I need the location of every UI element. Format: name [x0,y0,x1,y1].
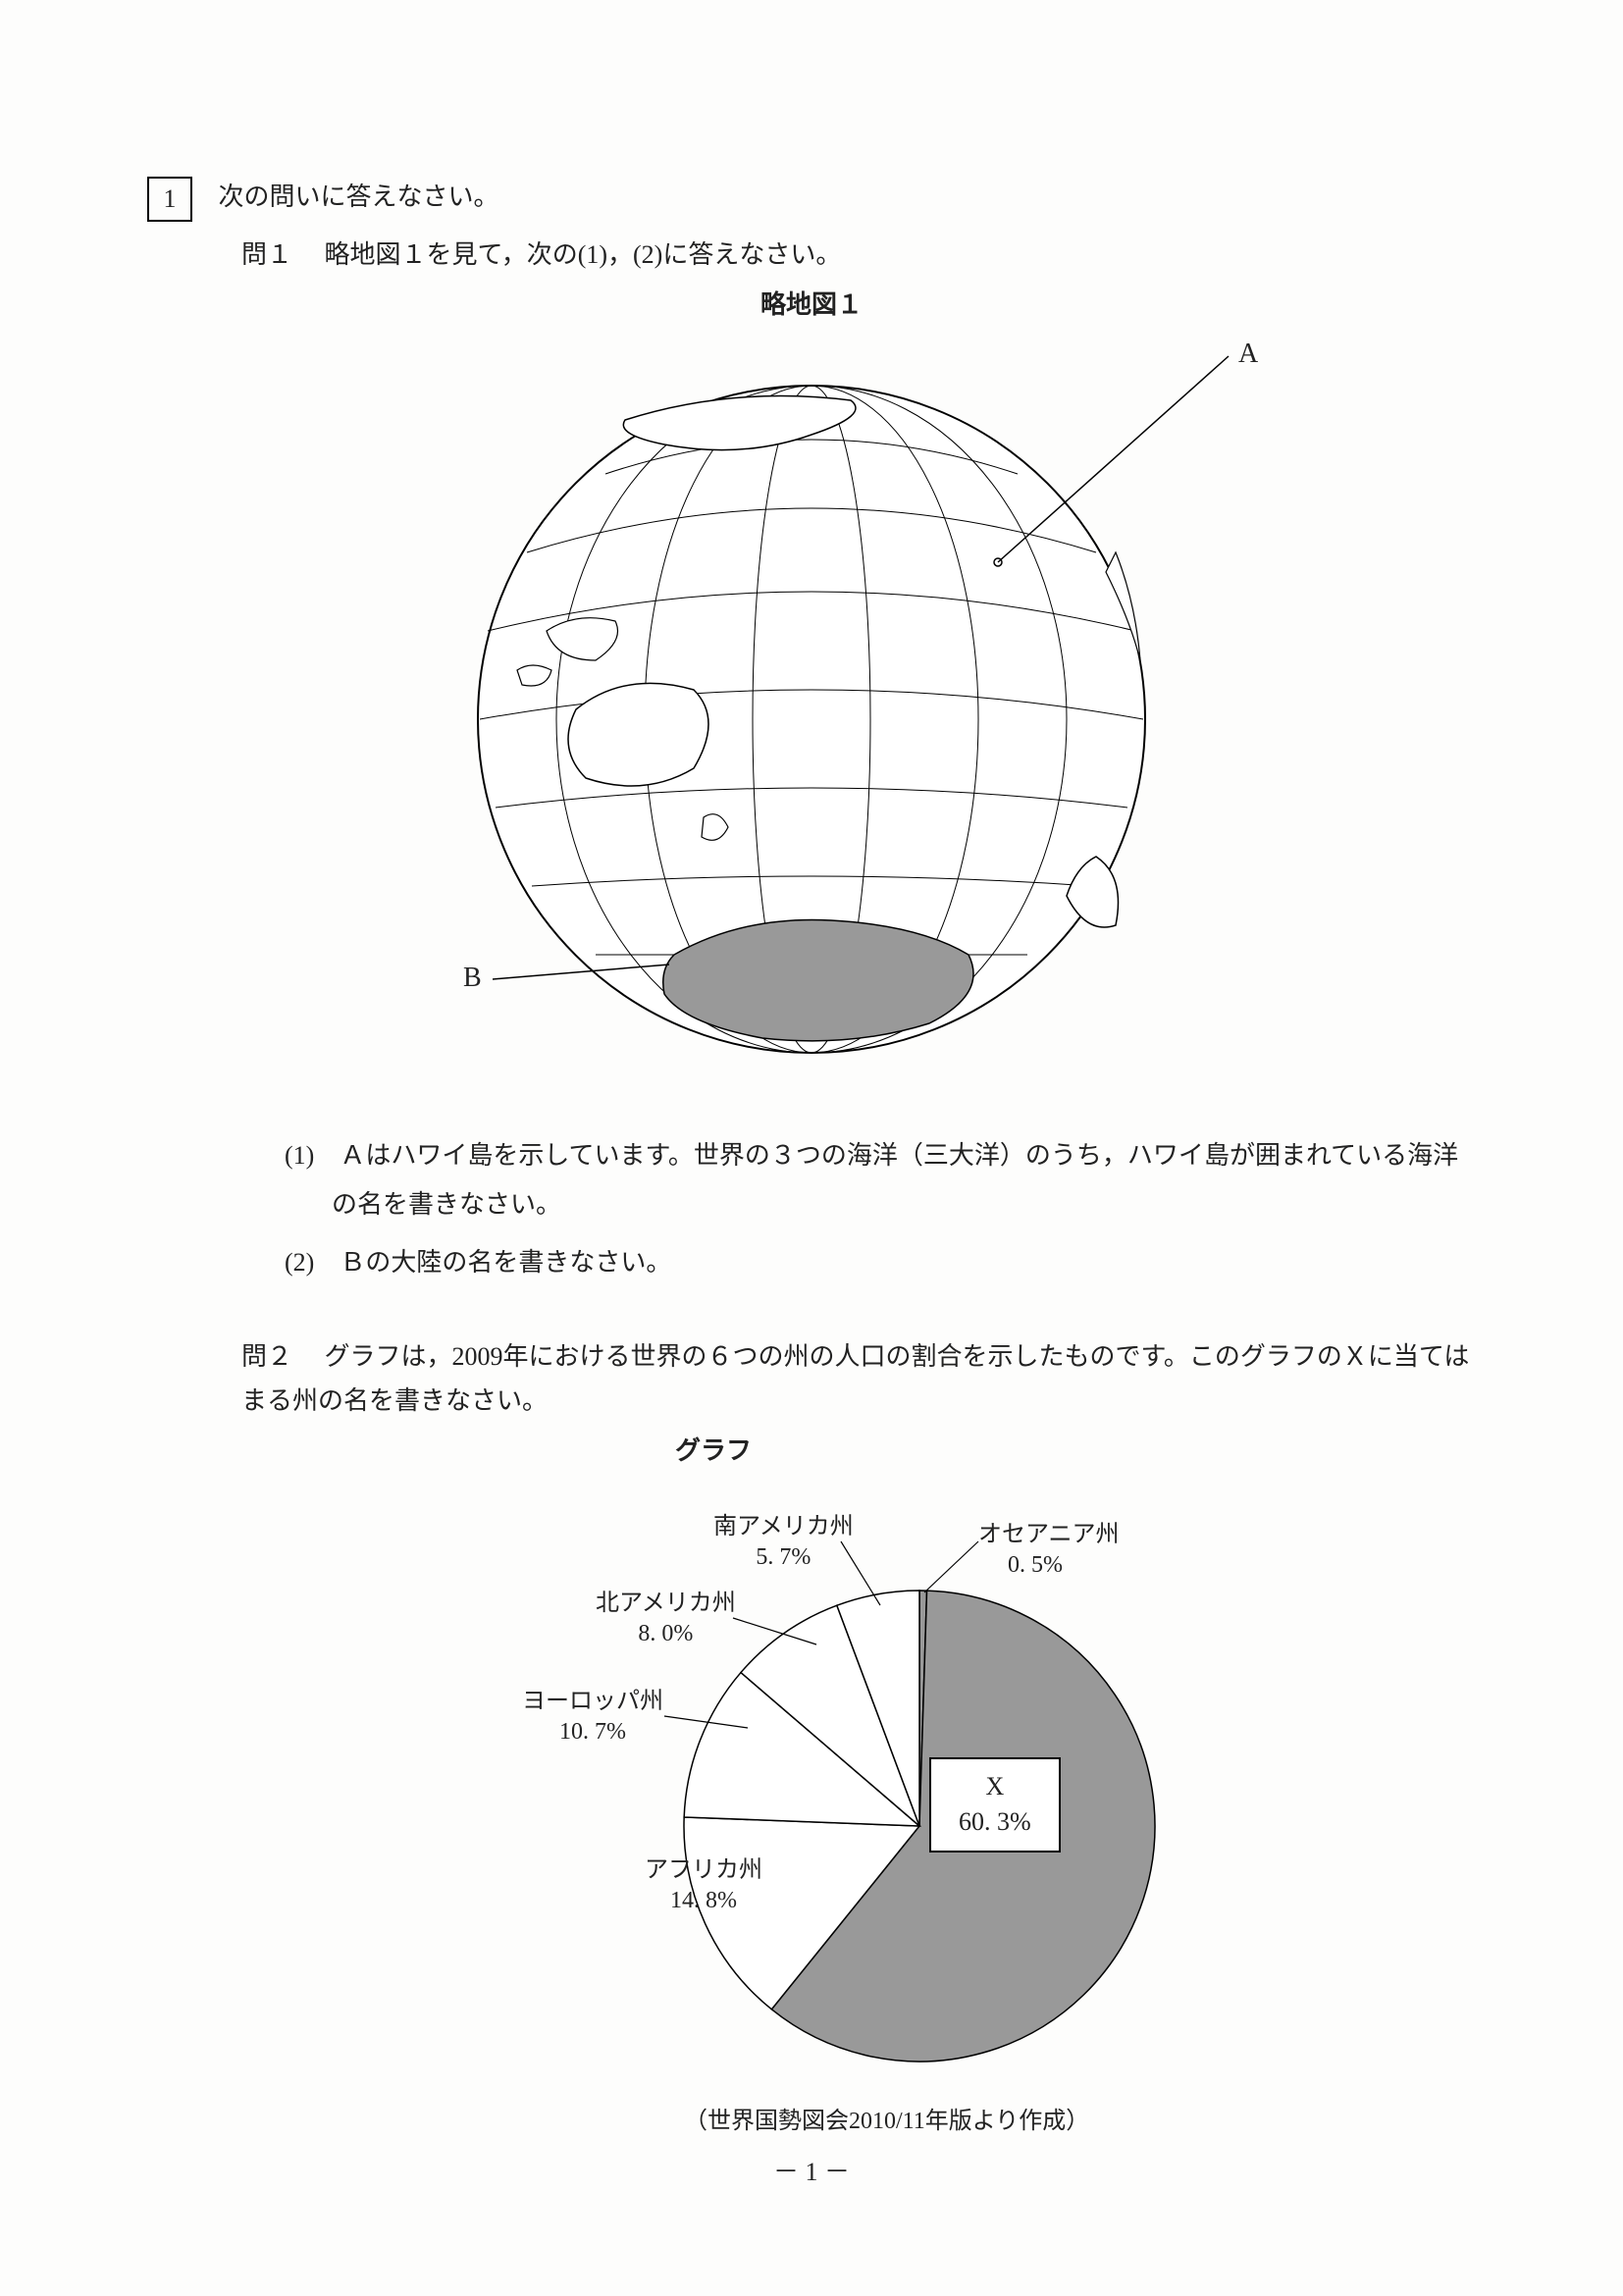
question-intro: 1 次の問いに答えなさい。 [147,177,1476,222]
sub-question-1: 問１ 略地図１を見て，次の(1)，(2)に答えなさい。 [241,234,1476,277]
question-number-box: 1 [147,177,192,222]
pie-x-pct: 60. 3% [959,1807,1031,1836]
sub1-label: 問１ [241,240,292,269]
map-figure: A B [321,327,1302,1092]
sub1-text: 略地図１を見て，次の(1)，(2)に答えなさい。 [325,240,842,269]
sub1-item2: (2) Ｂの大陸の名を書きなさい。 [285,1238,1476,1286]
sub2-label: 問２ [241,1342,292,1371]
sub2-text: グラフは，2009年における世界の６つの州の人口の割合を示したものです。このグラ… [241,1342,1469,1414]
pie-label-southamerica: 南アメリカ州 5. 7% [713,1512,854,1573]
map-label-b: B [463,963,482,994]
pie-label-europe: ヨーロッパ州 10. 7% [522,1687,663,1748]
sub1-item1: (1) Ａはハワイ島を示しています。世界の３つの海洋（三大洋）のうち，ハワイ島が… [285,1131,1476,1228]
page-number: － 1 － [0,2152,1623,2188]
pie-x-label: X [985,1772,1004,1800]
pie-label-africa: アフリカ州 14. 8% [645,1855,762,1916]
pie-label-oceania: オセアニア州 0. 5% [978,1520,1120,1581]
pie-x-box: X 60. 3% [929,1757,1061,1852]
intro-text: 次の問いに答えなさい。 [219,183,499,211]
pie-source: （世界国勢図会2010/11年版より作成） [684,2101,1089,2135]
pie-chart: オセアニア州 0. 5% 南アメリカ州 5. 7% 北アメリカ州 8. 0% ヨ… [370,1473,1253,2160]
map-label-a: A [1238,339,1258,370]
pie-label-northamerica: 北アメリカ州 8. 0% [596,1589,736,1649]
sub-question-2: 問２ グラフは，2009年における世界の６つの州の人口の割合を示したものです。こ… [241,1335,1476,1422]
map-title: 略地図１ [147,285,1476,321]
pie-title: グラフ [0,1431,1476,1467]
